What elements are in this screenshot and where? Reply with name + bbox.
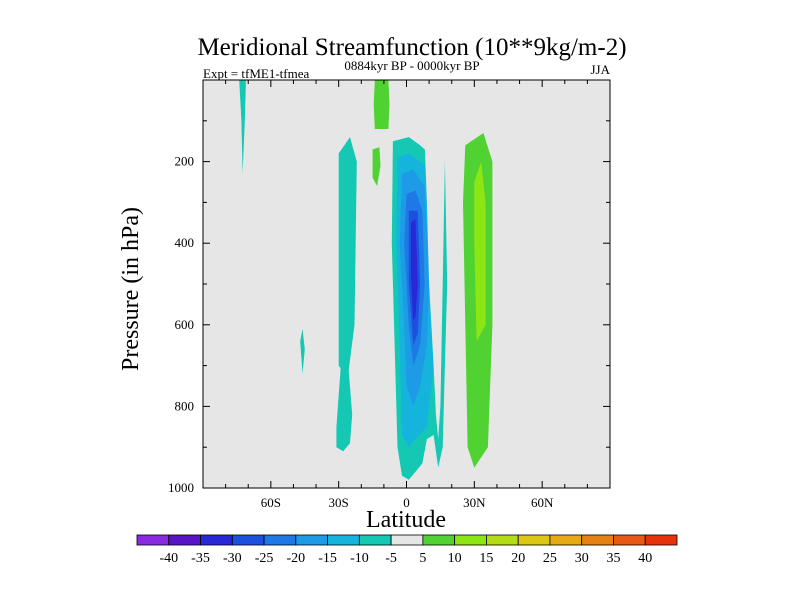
contour-region-upper-positive-column bbox=[373, 80, 390, 129]
y-tick-label-0: 200 bbox=[175, 154, 195, 169]
y-tick-label-4: 1000 bbox=[168, 480, 194, 495]
colorbar-label-6: -10 bbox=[350, 551, 369, 566]
colorbar-label-11: 20 bbox=[511, 551, 525, 566]
y-axis-title: Pressure (in hPa) bbox=[118, 207, 144, 371]
axes: 60S 30S 0 30N 60N 200 400 600 800 1000 bbox=[168, 80, 610, 510]
contour-region-left-strip bbox=[239, 80, 246, 174]
colorbar-box-9 bbox=[422, 534, 456, 546]
colorbar-label-4: -20 bbox=[286, 551, 305, 566]
colorbar-label-8: 5 bbox=[419, 551, 426, 566]
colorbar-label-3: -25 bbox=[255, 551, 274, 566]
colorbar-label-0: -40 bbox=[159, 551, 178, 566]
x-tick-label-4: 60N bbox=[531, 495, 554, 510]
colorbar-box-16 bbox=[644, 534, 678, 546]
colorbar-label-9: 10 bbox=[448, 551, 462, 566]
colorbar: -40 -35 -30 -25 -20 -15 -10 -5 5 10 15 20 25 30 35 40 bbox=[136, 534, 678, 566]
colorbar-box-15 bbox=[613, 534, 646, 546]
contour-region-right-positive-core bbox=[474, 161, 486, 342]
experiment-label: Expt = tfME1-tfmea bbox=[203, 66, 309, 81]
colorbar-box-14 bbox=[581, 534, 614, 546]
colorbar-box-8 bbox=[390, 534, 424, 546]
colorbar-label-13: 30 bbox=[575, 551, 589, 566]
colorbar-box-5 bbox=[295, 534, 328, 546]
colorbar-label-14: 35 bbox=[607, 551, 621, 566]
colorbar-box-7 bbox=[358, 534, 392, 546]
colorbar-box-4 bbox=[263, 534, 297, 546]
y-tick-label-3: 800 bbox=[175, 398, 195, 413]
colorbar-label-1: -35 bbox=[191, 551, 210, 566]
contour-region-lower-left-column bbox=[336, 333, 353, 452]
season-label: JJA bbox=[590, 62, 610, 77]
x-tick-label-0: 60S bbox=[261, 495, 281, 510]
colorbar-box-0 bbox=[136, 534, 170, 546]
contour-region-upper-positive-blob bbox=[372, 147, 381, 187]
contour-layer bbox=[239, 80, 493, 480]
x-tick-label-1: 30S bbox=[329, 495, 349, 510]
colorbar-box-12 bbox=[517, 534, 551, 546]
x-tick-label-3: 30N bbox=[463, 495, 486, 510]
y-tick-label-1: 400 bbox=[175, 235, 195, 250]
colorbar-box-3 bbox=[231, 534, 265, 546]
colorbar-box-10 bbox=[454, 534, 487, 546]
contour-region-gray-gap bbox=[424, 80, 445, 439]
colorbar-label-2: -30 bbox=[223, 551, 242, 566]
colorbar-label-7: -5 bbox=[385, 551, 397, 566]
colorbar-box-13 bbox=[549, 534, 583, 546]
contour-region-center-core bbox=[411, 218, 418, 321]
x-axis-title: Latitude bbox=[366, 507, 446, 533]
colorbar-label-12: 25 bbox=[543, 551, 557, 566]
colorbar-box-2 bbox=[200, 534, 233, 546]
colorbar-box-1 bbox=[168, 534, 201, 546]
colorbar-box-11 bbox=[486, 534, 519, 546]
chart-title: Meridional Streamfunction (10**9kg/m-2) bbox=[197, 34, 626, 61]
y-tick-label-2: 600 bbox=[175, 317, 195, 332]
time-range-label: 0884kyr BP - 0000kyr BP bbox=[344, 58, 479, 73]
colorbar-label-10: 15 bbox=[479, 551, 493, 566]
colorbar-label-15: 40 bbox=[638, 551, 652, 566]
contour-region-left-mid-column bbox=[338, 137, 357, 378]
contour-region-left-spot bbox=[300, 328, 305, 374]
x-tick-label-2: 0 bbox=[403, 495, 410, 510]
colorbar-box-6 bbox=[327, 534, 360, 546]
colorbar-label-5: -15 bbox=[318, 551, 337, 566]
